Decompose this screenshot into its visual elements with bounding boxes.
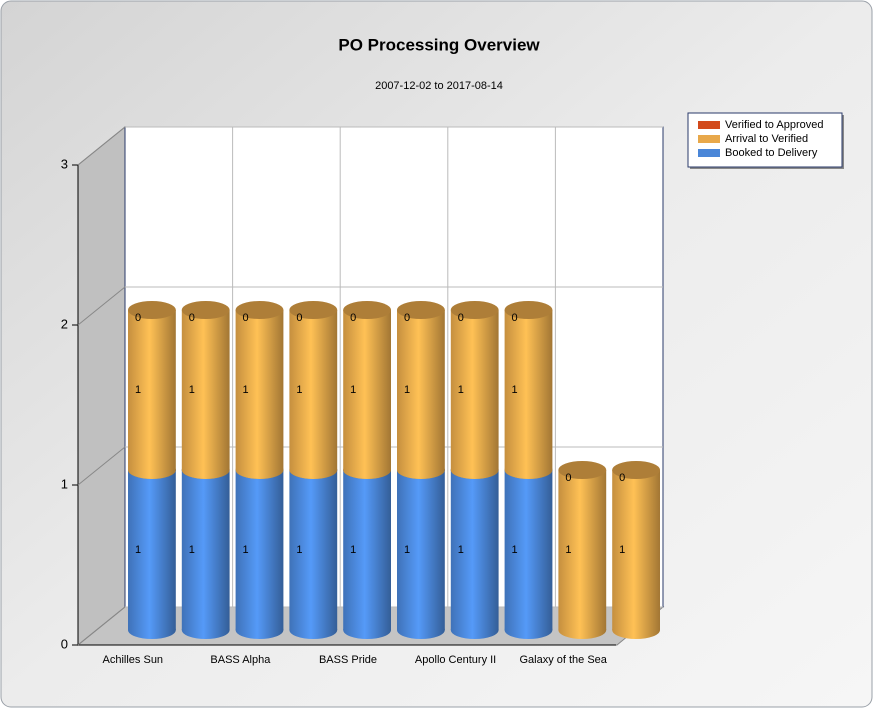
cylinder-body	[397, 310, 445, 470]
chart-title: PO Processing Overview	[338, 35, 540, 54]
side-wall	[77, 125, 126, 647]
x-tick-label: BASS Alpha	[210, 654, 271, 666]
cylinder-body	[235, 310, 284, 470]
cylinder-body	[558, 470, 607, 630]
cylinder-body	[128, 310, 176, 470]
cylinder-segment	[235, 461, 284, 639]
data-label: 1	[512, 544, 518, 556]
cylinder-body	[504, 470, 553, 630]
cylinder-segment	[397, 301, 445, 479]
data-label: 1	[619, 544, 625, 556]
cylinder-top	[343, 301, 391, 319]
cylinder-top	[612, 461, 660, 479]
data-label: 0	[404, 312, 410, 324]
cylinder-segment	[558, 461, 607, 639]
cylinder-top	[127, 301, 176, 319]
x-tick-label: Galaxy of the Sea	[519, 654, 607, 666]
cylinder-segment	[450, 461, 499, 639]
cylinder-body	[343, 310, 391, 470]
y-tick-label: 3	[61, 156, 68, 171]
cylinder-body	[612, 470, 660, 630]
cylinder-body	[397, 470, 445, 630]
cylinder-segment	[127, 301, 176, 479]
data-label: 1	[189, 384, 195, 396]
data-label: 1	[243, 544, 249, 556]
data-label: 0	[619, 472, 625, 484]
legend-label: Arrival to Verified	[725, 133, 808, 145]
data-label: 1	[565, 544, 571, 556]
data-label: 1	[458, 544, 464, 556]
legend-label: Verified to Approved	[725, 119, 823, 131]
cylinder-top	[504, 301, 553, 319]
data-label: 0	[243, 312, 249, 324]
cylinder-body	[181, 470, 230, 630]
data-label: 0	[189, 312, 195, 324]
x-tick-label: Achilles Sun	[103, 654, 164, 666]
cylinder-segment	[235, 301, 284, 479]
legend: Verified to Approved Arrival to Verified B…	[687, 112, 844, 169]
data-label: 1	[189, 544, 195, 556]
chart-subtitle: 2007-12-02 to 2017-08-14	[375, 80, 503, 92]
data-label: 1	[350, 384, 356, 396]
cylinder-body	[289, 310, 338, 470]
side-grid-line	[77, 446, 126, 486]
x-tick-label: BASS Pride	[319, 654, 377, 666]
data-label: 1	[350, 544, 356, 556]
cylinder-segment	[504, 301, 553, 479]
data-label: 1	[458, 384, 464, 396]
cylinder-body	[289, 470, 338, 630]
cylinder-top	[235, 301, 284, 319]
cylinder-top	[450, 301, 499, 319]
cylinder-body	[181, 310, 230, 470]
cylinder-segment	[612, 461, 660, 639]
data-label: 0	[565, 472, 571, 484]
data-label: 0	[296, 312, 302, 324]
legend-swatch	[698, 149, 720, 157]
data-label: 1	[135, 384, 141, 396]
legend-label: Booked to Delivery	[725, 147, 818, 159]
cylinder-segment	[181, 301, 230, 479]
y-tick-label: 0	[61, 636, 68, 651]
data-label: 1	[296, 544, 302, 556]
cylinder-top	[289, 301, 338, 319]
cylinder-top	[558, 461, 607, 479]
cylinder-body	[450, 310, 499, 470]
data-label: 1	[243, 384, 249, 396]
data-label: 1	[512, 384, 518, 396]
cylinder-body	[343, 470, 391, 630]
cylinder-segment	[343, 301, 391, 479]
side-grid-line	[77, 286, 126, 326]
cylinder-body	[235, 470, 284, 630]
cylinder-body	[128, 470, 176, 630]
y-tick-label: 1	[61, 476, 68, 491]
cylinder-segment	[289, 301, 338, 479]
side-grid-line	[77, 606, 126, 646]
data-label: 1	[404, 384, 410, 396]
data-label: 0	[512, 312, 518, 324]
cylinder-segment	[450, 301, 499, 479]
data-label: 1	[404, 544, 410, 556]
x-tick-label: Apollo Century II	[415, 654, 496, 666]
legend-swatch	[698, 121, 720, 129]
data-label: 0	[458, 312, 464, 324]
cylinder-top	[397, 301, 445, 319]
side-grid-line	[77, 126, 126, 166]
data-label: 1	[296, 384, 302, 396]
cylinder-body	[504, 310, 553, 470]
data-label: 1	[135, 544, 141, 556]
cylinder-top	[181, 301, 230, 319]
data-label: 0	[135, 312, 141, 324]
y-tick-label: 2	[61, 316, 68, 331]
cylinder-body	[450, 470, 499, 630]
data-label: 0	[350, 312, 356, 324]
legend-swatch	[698, 135, 720, 143]
